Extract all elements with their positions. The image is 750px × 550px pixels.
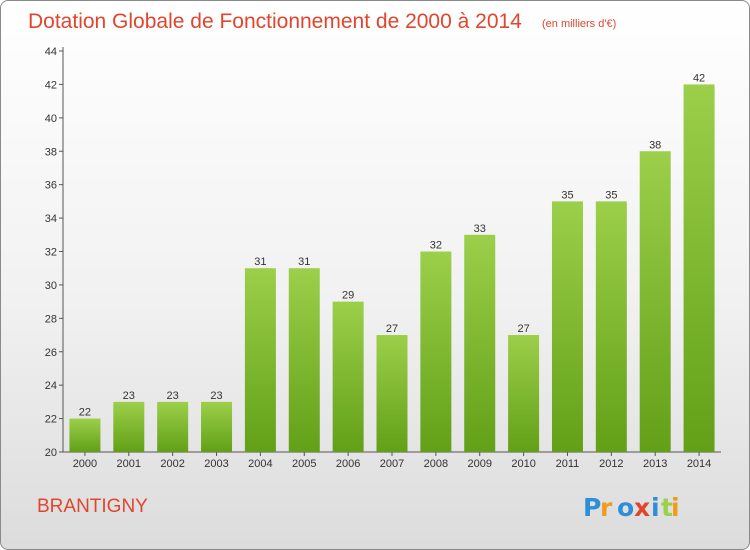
value-labels: 22 23 23 23 31 31 29 27 32 33 27 35 35 38 42: [79, 72, 705, 418]
value-label-2008: 32: [430, 240, 442, 252]
x-tick-label-2008: 2008: [424, 458, 448, 470]
logo-letter: i: [671, 493, 680, 522]
logo-letter: r: [600, 493, 613, 522]
value-label-2013: 38: [649, 139, 661, 151]
x-tick-label-2013: 2013: [643, 458, 667, 470]
bar-2003: [201, 401, 233, 452]
y-tick-label: 24: [45, 380, 57, 392]
value-label-2006: 29: [342, 290, 354, 302]
bar-2007: [376, 335, 408, 452]
y-tick-label: 38: [45, 146, 57, 158]
x-tick-label-2003: 2003: [204, 458, 228, 470]
value-label-2002: 23: [167, 390, 179, 402]
bar-2002: [157, 401, 189, 452]
bar-2009: [464, 234, 496, 452]
y-tick-label: 36: [45, 180, 57, 192]
proxiti-logo: Pr o x i ti: [583, 493, 680, 522]
chart-title: Dotation Globale de Fonctionnement de 20…: [28, 10, 522, 33]
bar-2011: [551, 201, 583, 452]
y-tick-label: 20: [45, 447, 57, 459]
value-label-2010: 27: [517, 323, 529, 335]
logo-letter: t: [661, 493, 673, 522]
logo-letter: P: [583, 493, 601, 522]
x-tick-label-2001: 2001: [117, 458, 141, 470]
value-label-2005: 31: [298, 256, 310, 268]
x-tick-label-2009: 2009: [467, 458, 491, 470]
logo-letter: x: [634, 493, 650, 522]
bar-2005: [288, 268, 320, 452]
y-tick-label: 26: [45, 347, 57, 359]
value-label-2004: 31: [254, 256, 266, 268]
value-label-2012: 35: [605, 189, 617, 201]
bar-2013: [639, 151, 671, 452]
bar-2004: [244, 268, 276, 452]
y-tick-label: 28: [45, 313, 57, 325]
y-tick-label: 34: [45, 213, 57, 225]
y-tick-label: 40: [45, 113, 57, 125]
y-tick-label: 32: [45, 247, 57, 259]
x-tick-label-2011: 2011: [556, 458, 580, 470]
value-label-2000: 22: [79, 407, 91, 419]
logo-letter: o: [617, 493, 634, 522]
commune-name: BRANTIGNY: [37, 496, 148, 517]
value-label-2007: 27: [386, 323, 398, 335]
x-tick-label-2005: 2005: [292, 458, 316, 470]
x-tick-label-2006: 2006: [336, 458, 360, 470]
x-tick-label-2014: 2014: [687, 458, 711, 470]
value-label-2001: 23: [123, 390, 135, 402]
y-tick-label: 22: [45, 414, 57, 426]
bars: [69, 84, 715, 453]
bar-2008: [420, 251, 452, 452]
y-tick-label: 42: [45, 79, 57, 91]
bar-2014: [683, 84, 715, 453]
value-label-2011: 35: [561, 189, 573, 201]
bar-2000: [69, 418, 101, 452]
x-tick-label-2000: 2000: [73, 458, 97, 470]
x-tick-label-2012: 2012: [599, 458, 623, 470]
bar-2001: [113, 401, 145, 452]
value-label-2014: 42: [693, 72, 705, 84]
bar-2010: [508, 335, 540, 452]
x-tick-label-2002: 2002: [160, 458, 184, 470]
value-label-2003: 23: [210, 390, 222, 402]
logo-letter: i: [651, 493, 660, 522]
value-label-2009: 33: [474, 223, 486, 235]
y-tick-label: 30: [45, 280, 57, 292]
y-tick-label: 44: [45, 46, 57, 58]
x-tick-label-2004: 2004: [248, 458, 272, 470]
bar-2012: [595, 201, 627, 452]
x-tick-label-2010: 2010: [511, 458, 535, 470]
unit-note: (en milliers d'€): [542, 18, 617, 30]
x-tick-label-2007: 2007: [380, 458, 404, 470]
bar-2006: [332, 301, 364, 452]
